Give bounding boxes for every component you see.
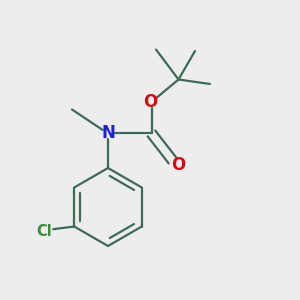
Text: O: O: [143, 93, 157, 111]
Text: N: N: [101, 124, 115, 142]
Text: Cl: Cl: [36, 224, 52, 238]
Text: O: O: [171, 156, 185, 174]
